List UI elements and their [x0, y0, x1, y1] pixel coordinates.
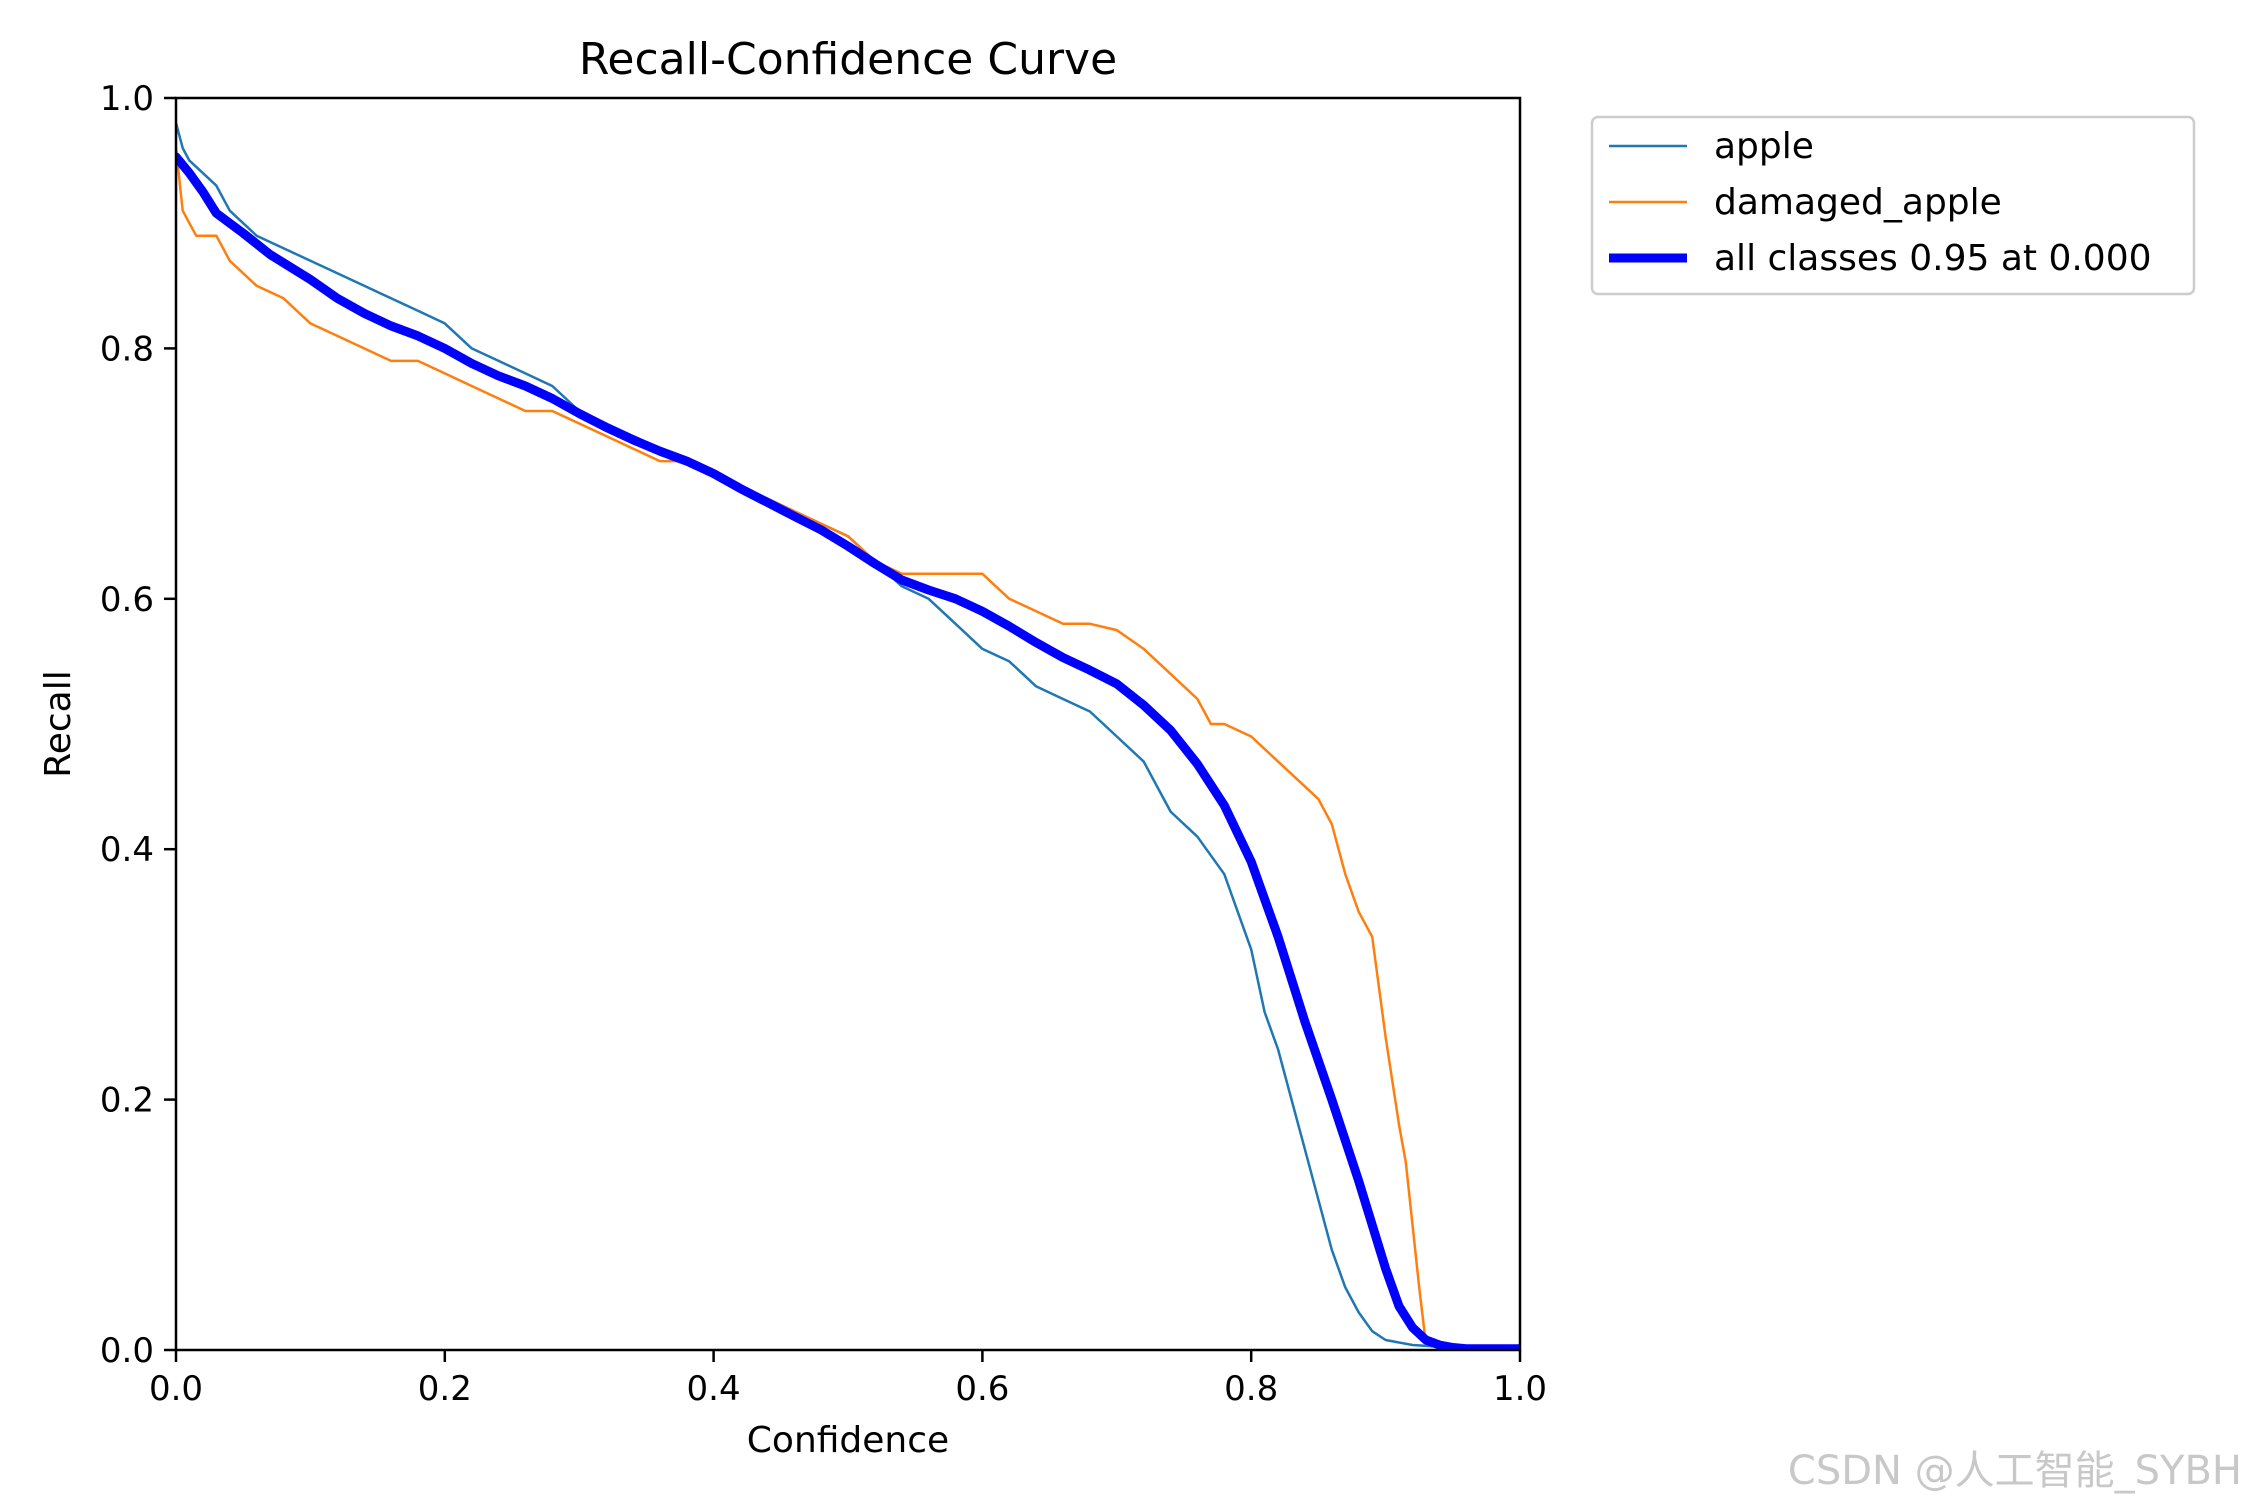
legend-label: apple [1714, 126, 1814, 167]
y-tick-label: 0.8 [100, 329, 154, 369]
series-line-all-classes [176, 152, 1520, 1350]
legend-label: damaged_apple [1714, 182, 2002, 223]
y-axis-label: Recall [38, 670, 79, 777]
y-tick-label: 1.0 [100, 79, 154, 119]
chart-title: Recall-Confidence Curve [579, 34, 1117, 85]
legend-label: all classes 0.95 at 0.000 [1714, 238, 2152, 279]
x-tick-label: 0.6 [955, 1369, 1009, 1409]
y-tick-label: 0.0 [100, 1331, 154, 1371]
watermark-text: CSDN @人工智能_SYBH [1787, 1448, 2242, 1494]
x-tick-label: 0.4 [687, 1369, 741, 1409]
y-tick-label: 0.6 [100, 580, 154, 620]
axes-frame [174, 96, 1522, 1352]
x-tick-label: 1.0 [1493, 1369, 1547, 1409]
x-tick-label: 0.0 [149, 1369, 203, 1409]
x-tick-label: 0.8 [1224, 1369, 1278, 1409]
y-tick-label: 0.2 [100, 1081, 154, 1121]
x-tick-label: 0.2 [418, 1369, 472, 1409]
legend-box [1590, 115, 2196, 296]
y-tick-label: 0.4 [100, 830, 154, 870]
x-axis-label: Confidence [747, 1420, 949, 1461]
